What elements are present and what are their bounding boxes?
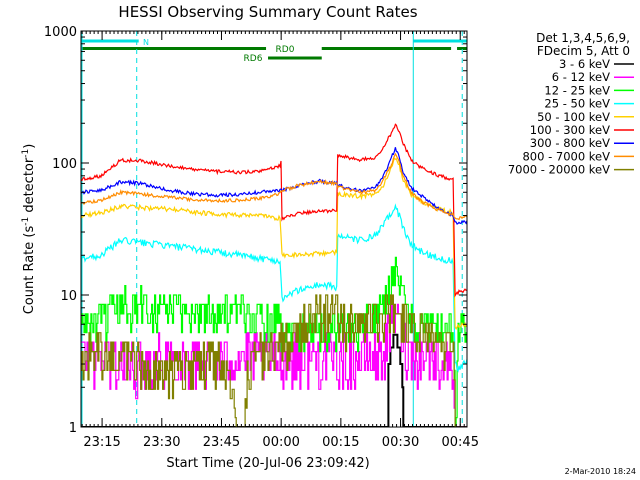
y-axis-label-sup: -1 [21, 149, 31, 158]
series-lines [81, 123, 467, 427]
series-line [81, 203, 467, 373]
series-line [81, 152, 467, 221]
x-tick-label: 23:45 [203, 435, 240, 450]
legend-label: 12 - 25 keV [544, 83, 610, 97]
x-tick-label: 23:30 [143, 435, 180, 450]
x-tick-label: 23:15 [83, 435, 120, 450]
y-tick-label: 1 [69, 421, 77, 436]
series-line [81, 157, 467, 331]
series-line [81, 147, 467, 225]
y-axis-label-part: detector [22, 157, 37, 217]
y-axis-label-part: ) [22, 144, 37, 149]
y-tick-label: 1000 [44, 25, 77, 40]
legend-label: 25 - 50 keV [544, 97, 610, 111]
legend-label: 300 - 800 keV [530, 136, 610, 150]
y-tick-label: 10 [60, 289, 77, 304]
series-line [81, 256, 467, 427]
x-axis: 23:15 23:30 23:45 00:00 00:15 00:30 00:45 [81, 31, 479, 450]
flag-label-rd6: RD6 [244, 54, 263, 64]
series-line [81, 123, 467, 298]
legend-header: Det 1,3,4,5,6,9, [536, 31, 630, 45]
flag-label-rd0: RD0 [276, 45, 295, 55]
series-line [81, 294, 467, 427]
legend-label: 6 - 12 keV [552, 70, 610, 84]
series-line [81, 333, 467, 427]
legend-label: 100 - 300 keV [530, 123, 610, 137]
chart-title: HESSI Observing Summary Count Rates [118, 3, 417, 21]
x-axis-label: Start Time (20-Jul-06 23:09:42) [166, 456, 369, 471]
y-axis-label-part: Count Rate (s [22, 226, 37, 315]
y-axis: 1 10 100 1000 [44, 25, 467, 436]
legend: Det 1,3,4,5,6,9, FDecim 5, Att 0 3 - 6 k… [508, 31, 634, 177]
x-tick-label: 00:45 [442, 435, 479, 450]
flag-label-n: N [143, 38, 149, 47]
flag-bars: N RD0 RD6 [81, 38, 467, 64]
x-tick-label: 00:00 [262, 435, 299, 450]
legend-label: 3 - 6 keV [559, 57, 610, 71]
y-tick-label: 100 [52, 157, 77, 172]
legend-label: 7000 - 20000 keV [508, 163, 610, 177]
legend-label: 800 - 7000 keV [522, 149, 610, 163]
plot-frame [80, 30, 468, 428]
legend-label: 50 - 100 keV [537, 110, 610, 124]
footer-date: 2-Mar-2010 18:24 [565, 467, 636, 476]
y-axis-label: Count Rate (s-1 detector-1) [21, 144, 37, 315]
legend-header: FDecim 5, Att 0 [537, 44, 630, 58]
x-tick-label: 00:15 [322, 435, 359, 450]
y-axis-label-sup: -1 [21, 217, 31, 226]
x-tick-label: 00:30 [382, 435, 419, 450]
